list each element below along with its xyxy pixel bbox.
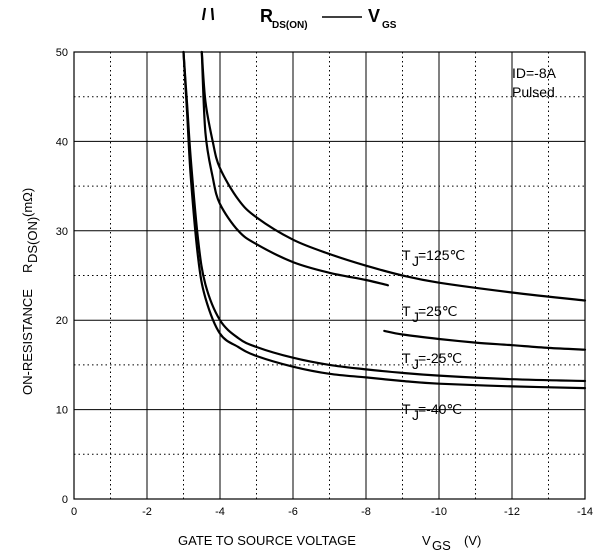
plot-area: 0 -2 -4 -6 -8 -10 -12 -14 0 10 20 30 40 50 xyxy=(56,7,593,518)
svg-text:GS: GS xyxy=(432,538,451,553)
x-tick-labels: 0 -2 -4 -6 -8 -10 -12 -14 xyxy=(71,506,593,518)
svg-text:J: J xyxy=(412,356,419,372)
svg-text:(V): (V) xyxy=(464,533,481,548)
x-tick-label: -6 xyxy=(288,506,298,518)
svg-text:ON-RESISTANCE: ON-RESISTANCE xyxy=(20,289,35,395)
svg-text:T: T xyxy=(402,247,411,263)
plot-frame xyxy=(73,51,586,500)
svg-text:(mΩ): (mΩ) xyxy=(20,188,35,217)
svg-text:T: T xyxy=(402,350,411,366)
y-tick-labels: 0 10 20 30 40 50 xyxy=(56,47,68,506)
x-tick-label: 0 xyxy=(71,506,77,518)
series-line-3 xyxy=(182,50,587,390)
svg-text:=-25℃: =-25℃ xyxy=(418,350,462,366)
series-curves xyxy=(182,7,587,390)
y-tick-label: 40 xyxy=(56,136,68,148)
curve-stub-25 xyxy=(201,7,207,21)
series-label-minus25: T J =-25℃ xyxy=(402,350,462,372)
series-label-125: T J =125℃ xyxy=(402,247,465,269)
svg-text:J: J xyxy=(412,253,419,269)
svg-text:=-40℃: =-40℃ xyxy=(418,401,462,417)
series-line-0 xyxy=(200,50,587,302)
series-line-4 xyxy=(383,329,587,351)
y-tick-label: 0 xyxy=(62,494,68,506)
svg-text:=25℃: =25℃ xyxy=(418,303,457,319)
x-axis-title: GATE TO SOURCE VOLTAGE V GS (V) xyxy=(178,533,481,553)
y-tick-label: 30 xyxy=(56,226,68,238)
svg-text:J: J xyxy=(412,407,419,423)
y-tick-label: 50 xyxy=(56,47,68,59)
svg-text:T: T xyxy=(402,401,411,417)
chart-title-v: V xyxy=(368,6,380,26)
svg-text:DS(ON): DS(ON) xyxy=(25,217,40,263)
curve-stub-125 xyxy=(210,7,215,21)
x-tick-label: -8 xyxy=(361,506,371,518)
y-tick-label: 10 xyxy=(56,405,68,417)
annotation-pulsed: Pulsed xyxy=(512,84,555,100)
y-axis-title: ON-RESISTANCE R DS(ON) (mΩ) xyxy=(20,188,40,395)
chart-title-r: R xyxy=(260,6,273,26)
series-label-minus40: T J =-40℃ xyxy=(402,401,462,423)
svg-text:V: V xyxy=(422,533,431,548)
chart-title-r-sub: DS(ON) xyxy=(272,20,308,31)
series-line-2 xyxy=(182,50,587,383)
grid xyxy=(74,52,585,499)
series-label-25: T J =25℃ xyxy=(402,303,457,325)
x-tick-label: -14 xyxy=(577,506,593,518)
svg-text:J: J xyxy=(412,309,419,325)
chart-title-v-sub: GS xyxy=(382,20,397,31)
svg-text:GATE TO SOURCE VOLTAGE: GATE TO SOURCE VOLTAGE xyxy=(178,533,356,548)
svg-text:=125℃: =125℃ xyxy=(418,247,465,263)
x-tick-label: -2 xyxy=(142,506,152,518)
x-tick-label: -12 xyxy=(504,506,520,518)
x-tick-label: -4 xyxy=(215,506,225,518)
svg-text:R: R xyxy=(20,264,35,273)
y-tick-label: 20 xyxy=(56,315,68,327)
annotation-id: ID=-8A xyxy=(512,65,557,81)
series-line-1 xyxy=(200,50,389,287)
x-tick-label: -10 xyxy=(431,506,447,518)
svg-text:T: T xyxy=(402,303,411,319)
